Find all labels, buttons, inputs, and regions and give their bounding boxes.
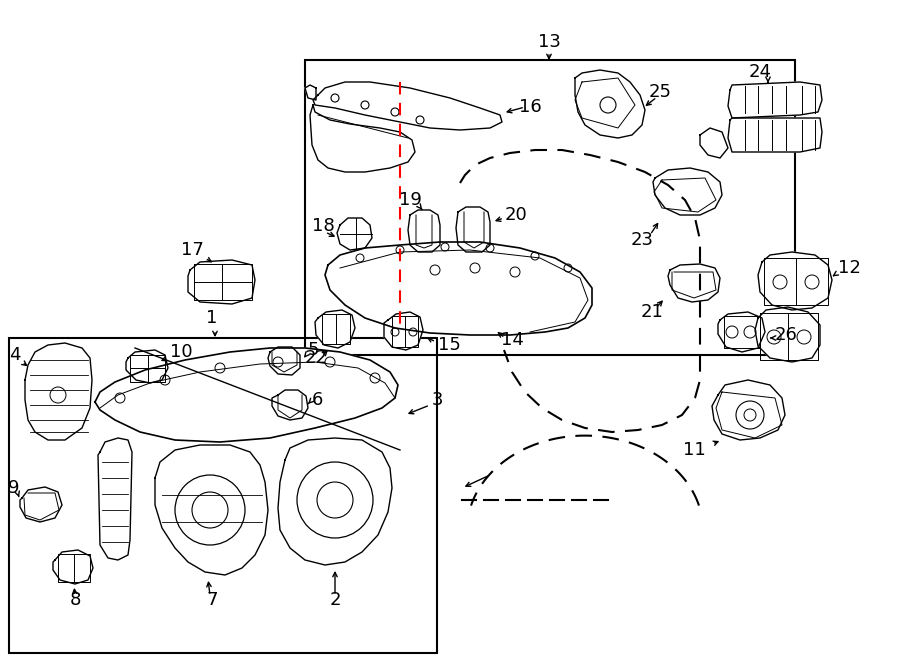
Polygon shape <box>728 82 822 118</box>
Text: 18: 18 <box>311 217 335 235</box>
Polygon shape <box>95 348 398 442</box>
Polygon shape <box>758 252 832 310</box>
Text: 11: 11 <box>683 441 706 459</box>
Polygon shape <box>272 390 308 420</box>
Polygon shape <box>408 210 440 252</box>
Polygon shape <box>98 438 132 560</box>
Text: 1: 1 <box>206 309 218 327</box>
Polygon shape <box>305 85 316 100</box>
Bar <box>305 60 795 355</box>
Polygon shape <box>53 550 93 584</box>
Polygon shape <box>668 264 720 302</box>
Text: 23: 23 <box>631 231 653 249</box>
Text: 5: 5 <box>308 341 320 359</box>
Text: 4: 4 <box>9 346 21 364</box>
Text: 20: 20 <box>505 206 527 224</box>
Polygon shape <box>313 82 502 130</box>
Text: 3: 3 <box>432 391 444 409</box>
Polygon shape <box>755 307 820 362</box>
Polygon shape <box>384 312 423 350</box>
Polygon shape <box>718 312 765 352</box>
Text: 2: 2 <box>329 591 341 609</box>
Polygon shape <box>700 128 728 158</box>
Text: 15: 15 <box>438 336 461 354</box>
Polygon shape <box>188 260 255 304</box>
Text: 17: 17 <box>181 241 203 259</box>
Text: 25: 25 <box>649 83 671 101</box>
Text: 14: 14 <box>500 331 524 349</box>
Text: 16: 16 <box>518 98 542 116</box>
Polygon shape <box>278 438 392 565</box>
Polygon shape <box>268 347 300 375</box>
Polygon shape <box>325 242 592 335</box>
Polygon shape <box>126 350 168 383</box>
Polygon shape <box>310 105 415 172</box>
Polygon shape <box>456 207 490 252</box>
Text: 22: 22 <box>304 349 328 367</box>
Polygon shape <box>653 168 722 215</box>
Text: 9: 9 <box>8 479 20 497</box>
Text: 12: 12 <box>838 259 861 277</box>
Polygon shape <box>728 118 822 152</box>
Polygon shape <box>20 487 62 522</box>
Bar <box>9 338 437 653</box>
Text: 6: 6 <box>312 391 323 409</box>
Text: 7: 7 <box>206 591 218 609</box>
Polygon shape <box>575 70 645 138</box>
Polygon shape <box>337 218 372 250</box>
Polygon shape <box>315 310 355 348</box>
Text: 19: 19 <box>399 191 421 209</box>
Polygon shape <box>155 445 268 575</box>
Text: 8: 8 <box>69 591 81 609</box>
Polygon shape <box>25 343 92 440</box>
Text: 26: 26 <box>775 326 798 344</box>
Text: 13: 13 <box>537 33 561 51</box>
Text: 21: 21 <box>641 303 663 321</box>
Polygon shape <box>712 380 785 440</box>
Text: 24: 24 <box>749 63 771 81</box>
Text: 10: 10 <box>170 343 193 361</box>
